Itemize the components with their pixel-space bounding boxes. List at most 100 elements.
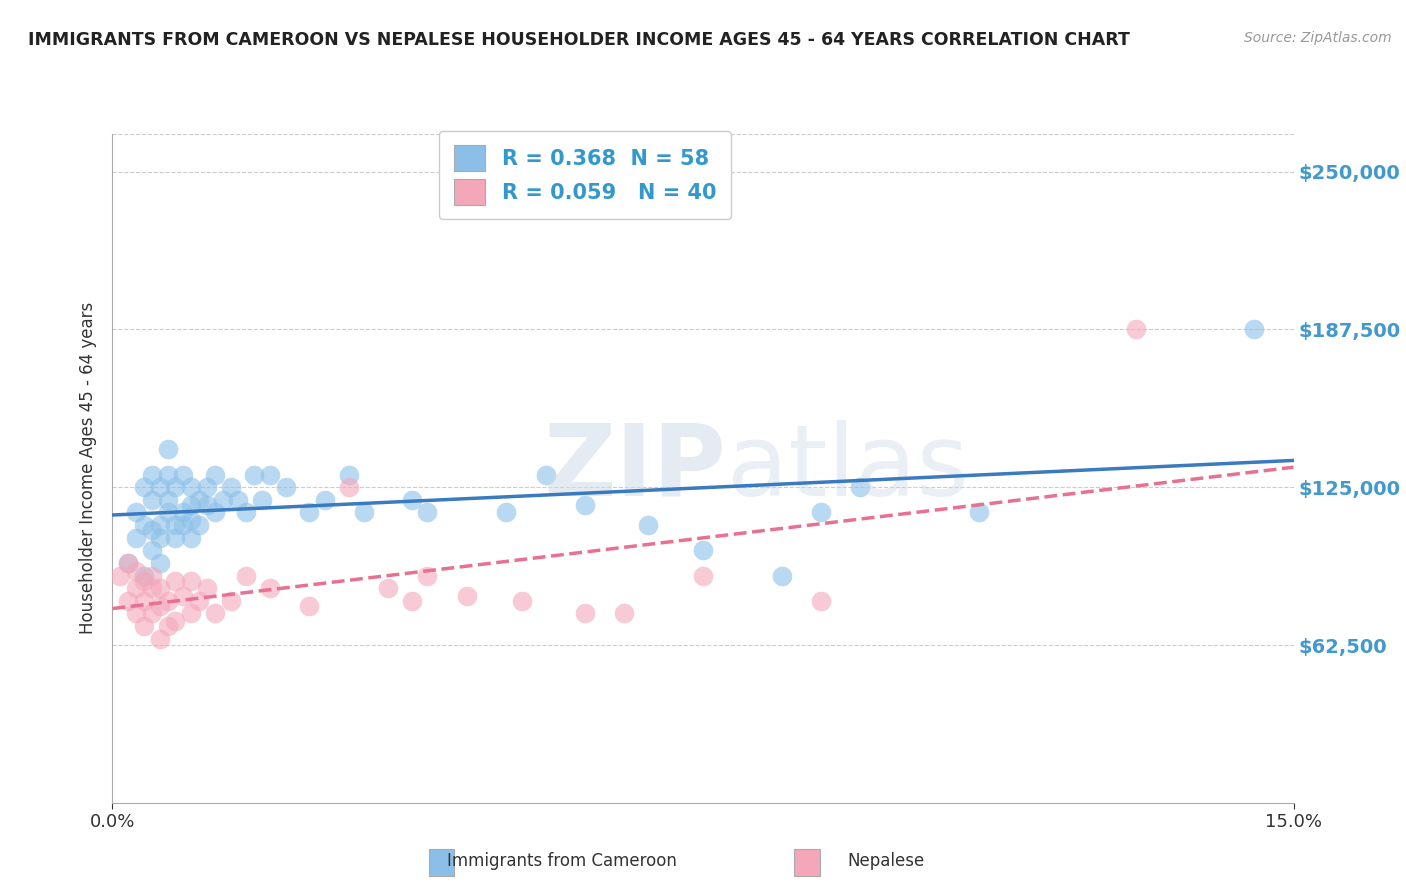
Point (337, 467, 360, 482)
Point (849, 480, 872, 494)
Point (180, 607, 202, 621)
Point (165, 531, 187, 545)
Point (172, 518, 194, 533)
Point (219, 594, 242, 608)
Point (125, 506, 148, 520)
Point (141, 607, 163, 621)
Point (810, 594, 832, 608)
Text: Nepalese: Nepalese (848, 852, 924, 870)
Point (259, 581, 281, 595)
Point (156, 492, 179, 507)
Point (204, 607, 226, 621)
Point (172, 467, 194, 482)
Point (156, 506, 179, 520)
Point (141, 568, 163, 582)
Text: ZIP: ZIP (544, 420, 727, 516)
Point (125, 531, 148, 545)
Point (195, 480, 218, 494)
Point (110, 568, 132, 582)
Point (188, 492, 211, 507)
Point (165, 480, 187, 494)
Point (243, 467, 266, 482)
Point (259, 467, 281, 482)
Point (132, 619, 155, 633)
Point (211, 492, 233, 507)
Point (1125, 322, 1147, 336)
Text: atlas: atlas (727, 420, 969, 516)
Point (165, 614, 187, 628)
Point (132, 574, 155, 588)
Point (180, 498, 202, 512)
Point (172, 589, 194, 603)
Point (298, 599, 321, 613)
Point (195, 581, 218, 595)
Point (401, 594, 423, 608)
Point (180, 531, 202, 545)
Point (613, 607, 636, 621)
Point (180, 574, 202, 588)
Point (141, 492, 163, 507)
Point (204, 467, 226, 482)
Point (495, 506, 517, 520)
Point (180, 480, 202, 494)
Point (172, 506, 194, 520)
Point (353, 506, 375, 520)
Point (235, 506, 257, 520)
Point (132, 594, 155, 608)
Point (125, 607, 148, 621)
Point (180, 513, 202, 527)
Point (204, 506, 226, 520)
Text: IMMIGRANTS FROM CAMEROON VS NEPALESE HOUSEHOLDER INCOME AGES 45 - 64 YEARS CORRE: IMMIGRANTS FROM CAMEROON VS NEPALESE HOU… (28, 31, 1130, 49)
Point (141, 543, 163, 558)
Point (195, 498, 218, 512)
Point (141, 467, 163, 482)
Point (401, 492, 423, 507)
Point (149, 599, 172, 613)
Point (574, 607, 596, 621)
Point (117, 594, 139, 608)
Text: Source: ZipAtlas.com: Source: ZipAtlas.com (1244, 31, 1392, 45)
Point (510, 594, 533, 608)
Legend: R = 0.368  N = 58, R = 0.059   N = 40: R = 0.368 N = 58, R = 0.059 N = 40 (439, 131, 731, 219)
Point (810, 506, 832, 520)
Point (456, 589, 478, 603)
Point (188, 518, 211, 533)
Point (967, 506, 990, 520)
Point (298, 506, 321, 520)
Text: Immigrants from Cameroon: Immigrants from Cameroon (447, 852, 678, 870)
Point (165, 518, 187, 533)
Point (141, 523, 163, 537)
Point (637, 518, 659, 533)
Point (219, 480, 242, 494)
Point (141, 581, 163, 595)
Point (149, 581, 172, 595)
Point (156, 619, 179, 633)
Y-axis label: Householder Income Ages 45 - 64 years: Householder Income Ages 45 - 64 years (79, 302, 97, 634)
Point (165, 574, 187, 588)
Point (692, 568, 714, 582)
Point (574, 498, 596, 512)
Point (692, 543, 714, 558)
Point (125, 564, 148, 578)
Point (132, 518, 155, 533)
Point (156, 594, 179, 608)
Point (377, 581, 399, 595)
Point (156, 442, 179, 457)
Point (235, 568, 257, 582)
Point (117, 556, 139, 570)
Point (117, 556, 139, 570)
Point (228, 492, 250, 507)
Point (156, 467, 179, 482)
Point (416, 506, 439, 520)
Point (149, 518, 172, 533)
Point (132, 568, 155, 582)
Point (337, 480, 360, 494)
Point (149, 556, 172, 570)
Point (188, 594, 211, 608)
Point (149, 531, 172, 545)
Point (125, 581, 148, 595)
Point (1243, 322, 1265, 336)
Point (149, 632, 172, 646)
Point (534, 467, 557, 482)
Point (274, 480, 297, 494)
